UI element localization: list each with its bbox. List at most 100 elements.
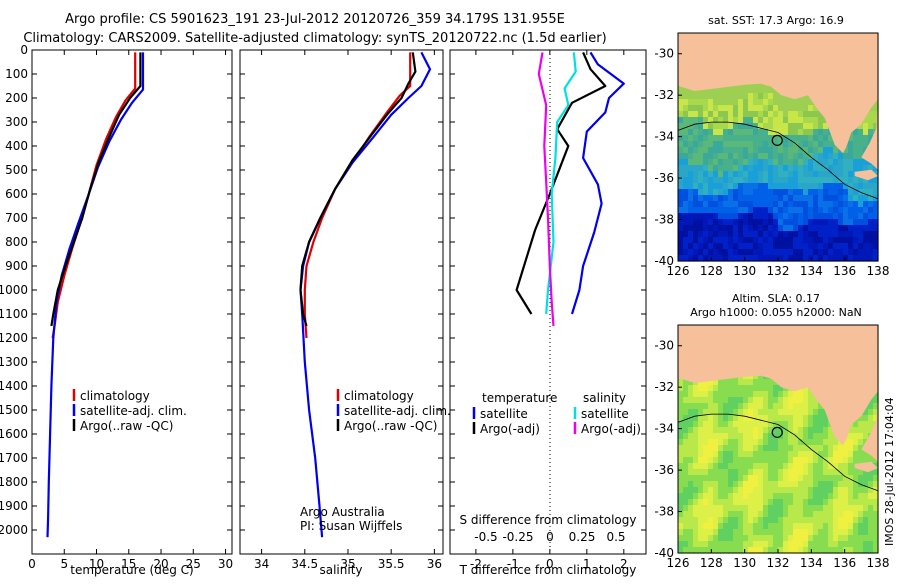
difference-legend: temperature salinity satelliteArgo(-adj)… — [472, 391, 641, 436]
map-xtick-label: 138 — [867, 264, 890, 278]
depth-tick-label: 400 — [5, 139, 28, 153]
legend-label: Argo(-adj) — [480, 422, 540, 436]
depth-tick-label: 100 — [5, 67, 28, 81]
depth-tick-label: 800 — [5, 235, 28, 249]
legend-header-temperature: temperature — [482, 391, 557, 405]
map-xtick-label: 128 — [700, 264, 723, 278]
imos-timestamp: IMOS 28-Jul-2012 17:04:04 — [883, 397, 896, 546]
map-ytick-label: -30 — [654, 47, 674, 61]
depth-tick-label: 1400 — [0, 379, 28, 393]
xtick-label: 15 — [121, 557, 136, 571]
xtick-label: 34 — [254, 557, 269, 571]
legend-label: satellite-adj. clim. — [344, 404, 451, 418]
sst-map: 126 128 130 132 134 136 138 -30 -32 -34 -36 -38 -40 — [654, 32, 890, 278]
attribution-line2: PI: Susan Wijffels — [300, 519, 402, 533]
s-diff-tick-label: -0.5 — [474, 530, 497, 544]
difference-panel: -2 -1 0 1 2 S difference from climatology -0… — [449, 49, 647, 577]
header-title: Argo profile: CS 5901623_191 23-Jul-2012… — [65, 12, 565, 27]
argo-position-marker — [771, 426, 783, 438]
xtick-label: 1 — [583, 557, 591, 571]
map-field — [678, 325, 879, 554]
s-diff-tick-label: 0 — [546, 530, 554, 544]
depth-tick-label: 0 — [20, 43, 28, 57]
series-line-argo-adj- — [537, 52, 555, 327]
map-ytick-label: -30 — [654, 339, 674, 353]
s-diff-tick-label: 0.25 — [569, 530, 596, 544]
depth-tick-label: 1600 — [0, 427, 28, 441]
series-line-satellite — [570, 51, 625, 315]
map-xtick-label: 136 — [833, 556, 856, 570]
xtick-label: 34.5 — [291, 557, 318, 571]
depth-tick-label: 200 — [5, 91, 28, 105]
map-xtick-label: 134 — [800, 264, 823, 278]
depth-tick-label: 700 — [5, 211, 28, 225]
map-xtick-label: 128 — [700, 556, 723, 570]
xtick-label: 35.5 — [378, 557, 405, 571]
legend-label: satellite — [581, 407, 629, 421]
depth-tick-label: 1100 — [0, 307, 28, 321]
island — [854, 169, 878, 181]
map-ytick-label: -40 — [654, 546, 674, 560]
depth-tick-label: 1900 — [0, 499, 28, 513]
map-xtick-label: 136 — [833, 264, 856, 278]
argo-position-marker — [771, 134, 783, 146]
legend-label: climatology — [344, 389, 414, 403]
map-xtick-label: 138 — [867, 556, 890, 570]
series-line-satellite-adj-clim- — [46, 52, 145, 538]
map-ytick-label: -38 — [654, 505, 674, 519]
shelf-contour — [677, 413, 879, 492]
legend-label: Argo(..raw -QC) — [344, 419, 437, 433]
temperature-xlabel: temperature (deg C) — [70, 563, 193, 577]
land-mass — [678, 33, 878, 170]
sla-map-title-1: Altim. SLA: 0.17 — [732, 292, 820, 305]
depth-tick-label: 1200 — [0, 331, 28, 345]
s-diff-label: S difference from climatology — [460, 513, 637, 527]
s-diff-tick-label: -0.25 — [502, 530, 533, 544]
depth-tick-label: 1000 — [0, 283, 28, 297]
temperature-panel: 0 5 10 15 20 25 300100200300400500600700800900… — [0, 43, 233, 577]
depth-tick-label: 1300 — [0, 355, 28, 369]
map-ytick-label: -36 — [654, 171, 674, 185]
series-line-argo-raw-qc- — [50, 52, 142, 327]
map-ytick-label: -34 — [654, 130, 674, 144]
depth-tick-label: 1800 — [0, 475, 28, 489]
salinity-panel: 34 34.5 35 35.5 36 salinity climatologysatel… — [239, 49, 451, 577]
xtick-label: 2 — [620, 557, 628, 571]
legend-label: climatology — [80, 389, 150, 403]
series-line-argo-raw-qc- — [299, 52, 417, 327]
land-mass — [678, 325, 878, 462]
shelf-contour — [677, 121, 879, 200]
map-xtick-label: 130 — [733, 556, 756, 570]
sst-map-title: sat. SST: 17.3 Argo: 16.9 — [708, 14, 844, 27]
legend-label: satellite — [480, 407, 528, 421]
header-subtitle: Climatology: CARS2009. Satellite-adjuste… — [23, 31, 606, 46]
legend-label: Argo(-adj) — [581, 422, 641, 436]
depth-tick-label: 600 — [5, 187, 28, 201]
map-ytick-label: -32 — [654, 380, 674, 394]
xtick-label: 20 — [153, 557, 168, 571]
legend-label: satellite-adj. clim. — [80, 404, 187, 418]
map-xtick-label: 126 — [667, 264, 690, 278]
xtick-label: 5 — [60, 557, 68, 571]
map-xtick-label: 132 — [767, 264, 790, 278]
map-ytick-label: -38 — [654, 213, 674, 227]
xtick-label: 0 — [546, 557, 554, 571]
salinity-xlabel: salinity — [319, 563, 362, 577]
s-diff-tick-label: 0.5 — [606, 530, 625, 544]
t-diff-label: T difference from climatology — [459, 563, 637, 577]
map-ytick-label: -34 — [654, 422, 674, 436]
depth-tick-label: 1500 — [0, 403, 28, 417]
series-line-argo-adj- — [515, 51, 607, 315]
island — [854, 461, 878, 473]
map-xtick-label: 132 — [767, 556, 790, 570]
xtick-label: 25 — [186, 557, 201, 571]
legend-label: Argo(..raw -QC) — [80, 419, 173, 433]
map-xtick-label: 134 — [800, 556, 823, 570]
depth-tick-label: 300 — [5, 115, 28, 129]
xtick-label: 36 — [427, 557, 442, 571]
map-xtick-label: 126 — [667, 556, 690, 570]
xtick-label: 0 — [28, 557, 36, 571]
map-xtick-label: 130 — [733, 264, 756, 278]
sla-map-title-2: Argo h1000: 0.055 h2000: NaN — [690, 306, 862, 319]
